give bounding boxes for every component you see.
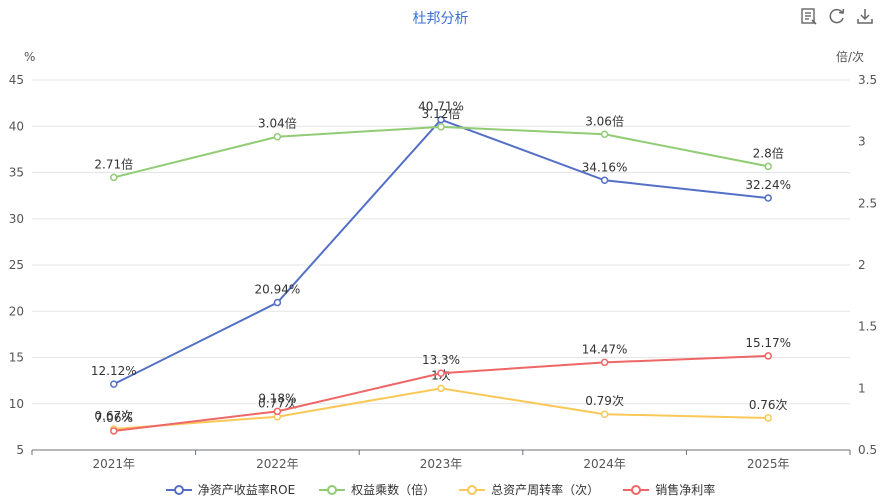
data-point xyxy=(764,352,772,360)
data-point xyxy=(273,132,282,141)
data-point xyxy=(600,130,609,139)
data-label: 3.12倍 xyxy=(422,106,461,121)
data-point xyxy=(764,162,772,171)
data-label: 0.67次 xyxy=(94,409,133,423)
chart-toolbar xyxy=(799,6,875,26)
series-line xyxy=(113,118,769,386)
data-point xyxy=(110,427,118,435)
data-point xyxy=(764,194,772,202)
right-axis-tick-label: 0.5 xyxy=(858,443,877,457)
chart-title: 杜邦分析 xyxy=(412,11,469,27)
legend-line-icon xyxy=(319,484,346,495)
legend-item[interactable]: 总资产周转率（次） xyxy=(459,481,599,498)
right-axis-unit: 倍/次 xyxy=(836,49,864,64)
legend-item[interactable]: 权益乘数（倍） xyxy=(319,481,435,498)
x-axis-tick-label: 2022年 xyxy=(256,457,299,471)
legend-item[interactable]: 销售净利率 xyxy=(623,481,715,498)
x-axis-tick-label: 2025年 xyxy=(747,457,790,471)
left-axis-tick-label: 30 xyxy=(9,212,24,226)
right-axis-tick-label: 3.5 xyxy=(858,73,877,87)
legend-item[interactable]: 净资产收益率ROE xyxy=(165,481,296,498)
data-label: 12.12% xyxy=(91,364,137,378)
refresh-icon[interactable] xyxy=(827,6,847,26)
data-label: 0.77次 xyxy=(258,397,297,411)
left-axis-tick-label: 20 xyxy=(9,304,24,318)
legend-label: 权益乘数（倍） xyxy=(351,483,436,497)
right-axis-tick-label: 3 xyxy=(858,135,866,149)
data-point xyxy=(600,358,609,367)
left-axis-tick-label: 35 xyxy=(9,166,24,180)
data-label: 7.06% xyxy=(95,411,133,425)
legend-line-icon xyxy=(623,484,650,495)
data-label: 34.16% xyxy=(582,160,628,174)
left-axis-tick-label: 45 xyxy=(9,73,24,87)
data-point xyxy=(600,176,609,185)
data-point xyxy=(110,380,118,388)
left-axis-tick-label: 15 xyxy=(9,351,24,365)
left-axis-tick-label: 25 xyxy=(9,258,24,272)
download-icon[interactable] xyxy=(855,6,875,26)
data-label: 3.06倍 xyxy=(585,113,624,128)
data-label: 0.76次 xyxy=(749,398,788,412)
series-line xyxy=(113,387,769,431)
data-label: 20.94% xyxy=(255,283,301,297)
data-view-icon[interactable] xyxy=(799,6,819,26)
data-label: 2.71倍 xyxy=(94,156,133,171)
dupont-line-chart: 5 10 15 20 25 30 35 40 45 0.5 1 1.5 2 2.5 3 3.5% 倍/次 2021… xyxy=(9,49,877,471)
data-label: 9.18% xyxy=(258,391,296,405)
legend-line-icon xyxy=(459,484,486,495)
left-axis-tick-label: 5 xyxy=(16,443,24,457)
left-axis-unit: % xyxy=(24,50,35,64)
x-axis-tick-label: 2023年 xyxy=(420,457,463,471)
right-axis-tick-label: 2.5 xyxy=(858,196,877,210)
data-point xyxy=(764,414,772,422)
left-axis-tick-label: 10 xyxy=(9,397,24,411)
right-axis-tick-label: 1.5 xyxy=(858,320,877,334)
data-label: 3.04倍 xyxy=(258,116,297,131)
data-point xyxy=(273,298,282,307)
data-label: 40.71% xyxy=(418,100,464,114)
data-label: 2.8倍 xyxy=(753,145,784,160)
legend-label: 销售净利率 xyxy=(655,483,716,497)
chart-legend: 净资产收益率ROE 权益乘数（倍） 总资产周转率（次） 销售净利率 xyxy=(0,481,881,498)
legend-label: 净资产收益率ROE xyxy=(197,483,296,497)
legend-label: 总资产周转率（次） xyxy=(491,483,600,497)
right-axis-tick-label: 1 xyxy=(858,381,866,395)
series-line xyxy=(113,125,769,179)
data-label: 0.79次 xyxy=(585,394,624,408)
data-point xyxy=(437,115,445,124)
data-point xyxy=(437,123,445,131)
data-label: 14.47% xyxy=(582,342,628,356)
data-label: 13.3% xyxy=(422,353,460,367)
data-point xyxy=(437,384,445,393)
data-label: 32.24% xyxy=(745,178,791,192)
left-axis-tick-label: 40 xyxy=(9,119,24,133)
data-point xyxy=(437,369,445,377)
x-axis-tick-label: 2024年 xyxy=(583,457,626,471)
data-point xyxy=(110,173,118,182)
right-axis-tick-label: 2 xyxy=(858,258,866,272)
data-label: 15.17% xyxy=(745,336,791,350)
data-point xyxy=(273,407,282,416)
legend-line-icon xyxy=(165,484,192,495)
x-axis-tick-label: 2021年 xyxy=(93,457,136,471)
data-point xyxy=(600,410,609,418)
